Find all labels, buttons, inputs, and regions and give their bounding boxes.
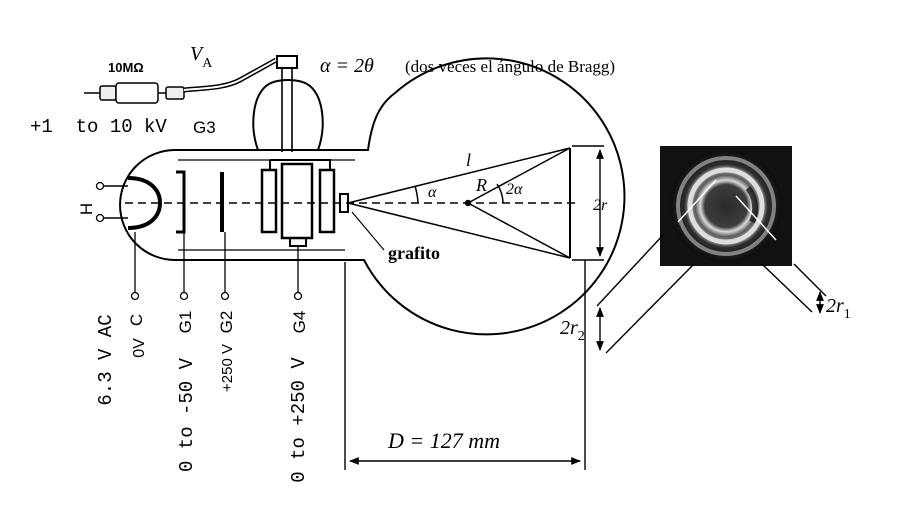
electrode-g4-voltage: 0 to +250 V <box>288 357 310 483</box>
distance-label: D = 127 mm <box>387 428 500 453</box>
electrode-g1-name: G1 <box>176 311 195 334</box>
va-label: VA <box>190 43 213 71</box>
plug-right <box>165 86 185 100</box>
graphite-pointer <box>351 211 385 251</box>
heater-label: H <box>77 203 96 215</box>
label-l: l <box>466 150 471 170</box>
diffraction-pattern-image <box>660 146 792 266</box>
electrode-g2-voltage: +250 V <box>219 344 236 392</box>
electrode-c-name: C <box>127 314 146 326</box>
alpha-arc <box>414 185 419 204</box>
electrode-g1-voltage: 0 to -50 V <box>176 357 198 472</box>
label-two-alpha: 2α <box>506 181 523 198</box>
side-arm-cap <box>276 55 298 69</box>
label-R: R <box>475 175 487 195</box>
two-r-dimension <box>572 145 604 261</box>
grid-g1 <box>176 170 186 234</box>
radius-lower <box>467 202 571 259</box>
ring-label-r1: 2r1 <box>826 295 851 322</box>
heater-cathode <box>95 176 163 230</box>
title-note: (dos veces el ángulo de Bragg) <box>405 57 615 76</box>
supply-label: +1 to 10 kV <box>30 116 167 138</box>
radius-upper <box>467 147 571 204</box>
electrode-g2-name: G2 <box>217 311 236 334</box>
resistor-label: 10MΩ <box>108 60 144 75</box>
label-two-r: 2r <box>593 197 608 214</box>
ring-measurements <box>596 179 827 354</box>
graphite-label: grafito <box>388 243 440 263</box>
two-alpha-arc <box>496 183 504 204</box>
resistor-body <box>115 82 159 104</box>
tube-neck-inner <box>178 159 355 251</box>
side-arm-bulb <box>252 79 324 151</box>
electrode-g4-name: G4 <box>290 311 309 334</box>
side-arm-stem <box>281 66 293 152</box>
electrode-leads <box>130 232 303 301</box>
distance-dimension <box>344 260 586 470</box>
title-formula: α = 2θ <box>320 55 374 77</box>
diffraction-tube <box>119 55 626 336</box>
grid-electrodes <box>176 170 224 234</box>
g3-label: G3 <box>193 118 216 137</box>
va-subscript: A <box>202 56 213 71</box>
label-alpha: α <box>428 184 437 201</box>
ring-label-r2: 2r2 <box>560 317 585 344</box>
diffraction-geometry <box>347 147 571 259</box>
heater-voltage: 6.3 V AC <box>95 314 117 405</box>
hv-cable <box>84 57 278 104</box>
ray-lower <box>347 202 571 259</box>
ray-upper <box>347 147 571 204</box>
electrode-c-voltage: 0V <box>131 338 148 358</box>
tube-envelope <box>119 57 626 336</box>
plug-left <box>99 85 117 101</box>
